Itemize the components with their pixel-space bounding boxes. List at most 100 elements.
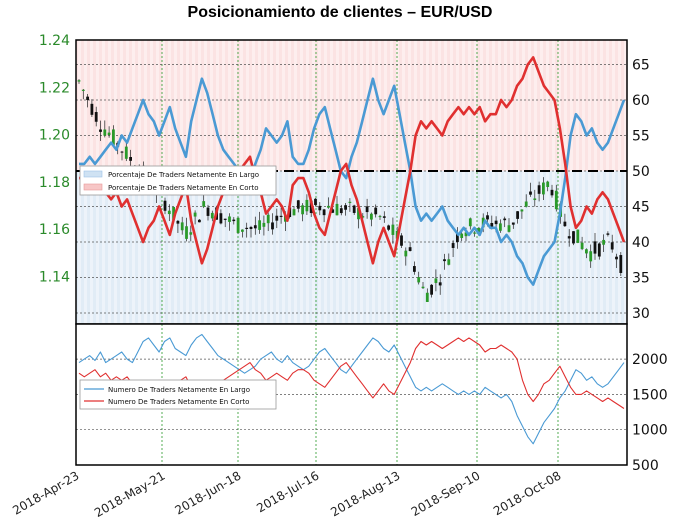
left-tick-label: 1.20 — [39, 128, 70, 144]
candle-body — [447, 259, 451, 265]
x-tick-label: 2018-Oct-08 — [491, 468, 563, 518]
candle-body — [275, 215, 279, 221]
candle-body — [163, 200, 167, 211]
left-tick-label: 1.22 — [39, 80, 70, 96]
candle-body — [374, 207, 378, 215]
candle-body — [378, 216, 382, 218]
candle-body — [219, 213, 223, 224]
candle-body — [339, 208, 343, 214]
candle-body — [86, 96, 89, 101]
right-tick-label-bottom: 1500 — [632, 387, 668, 403]
candle-body — [430, 284, 433, 295]
candle-body — [77, 80, 81, 82]
candle-body — [228, 216, 231, 222]
candle-body — [408, 247, 412, 251]
right-tick-label-bottom: 2000 — [632, 352, 668, 368]
candle-body — [249, 226, 253, 229]
candle-body — [524, 201, 528, 207]
candle-body — [572, 231, 575, 244]
candle-body — [120, 151, 124, 153]
right-tick-label: 55 — [632, 129, 650, 145]
candle-body — [90, 103, 94, 115]
candle-body — [503, 218, 507, 221]
x-tick-label: 2018-May-21 — [92, 468, 167, 520]
top-panel-short-zone — [76, 40, 627, 171]
right-tick-label: 30 — [632, 306, 650, 322]
candle-body — [94, 112, 98, 122]
candle-body — [391, 224, 395, 235]
right-axis-ticks-top: 65 60 55 50 45 40 35 30 — [632, 58, 650, 323]
candle-body — [322, 209, 326, 216]
right-axis-ticks-bottom: 2000 1500 1000 500 — [632, 352, 668, 474]
candle-body — [167, 210, 171, 215]
x-tick-label: 2018-Apr-23 — [10, 468, 81, 517]
candle-body — [486, 215, 489, 220]
candle-body — [417, 277, 421, 283]
x-tick-label: 2018-Jul-16 — [254, 468, 321, 515]
candle-body — [589, 251, 593, 262]
candle-body — [266, 214, 270, 224]
candle-body — [615, 256, 618, 260]
x-tick-label: 2018-Jun-18 — [173, 468, 244, 517]
candle-body — [434, 278, 438, 283]
candle-body — [198, 219, 201, 223]
candle-body — [421, 286, 425, 289]
candle-body — [185, 226, 188, 239]
candle-body — [301, 205, 304, 215]
candle-body — [193, 212, 197, 217]
bottom-legend: Numero De Traders Netamente En Largo Num… — [79, 379, 277, 410]
right-tick-label: 35 — [632, 271, 650, 287]
candle-body — [129, 157, 132, 161]
candle-body — [206, 207, 210, 216]
candle-body — [554, 190, 558, 210]
right-tick-label: 50 — [632, 164, 650, 180]
candle-body — [292, 209, 296, 216]
x-tick-label: 2018-Sep-10 — [409, 468, 483, 519]
candle-body — [490, 222, 494, 228]
series-line-0 — [79, 77, 626, 286]
candle-body — [176, 220, 180, 224]
left-tick-label: 1.18 — [39, 175, 70, 191]
candle-body — [593, 241, 597, 254]
candle-body — [464, 232, 468, 237]
candle-body — [546, 181, 550, 188]
candle-body — [271, 222, 274, 230]
candle-body — [314, 198, 317, 205]
candle-body — [202, 201, 206, 207]
candle-body — [456, 233, 459, 243]
candle-body — [563, 221, 567, 227]
candle-body — [112, 129, 115, 145]
candle-body — [443, 259, 446, 262]
candle-body — [262, 222, 266, 227]
candle-body — [533, 198, 537, 201]
candle-body — [189, 232, 193, 235]
candle-body — [494, 220, 498, 225]
candle-body — [253, 225, 257, 229]
candle-body — [236, 217, 240, 234]
candle-body — [413, 266, 416, 272]
right-tick-label-bottom: 1000 — [632, 423, 668, 439]
candle-body — [382, 216, 386, 218]
legend-label-short-pct: Porcentaje De Traders Netamente En Corto — [108, 184, 259, 192]
candle-body — [585, 249, 588, 254]
candle-body — [507, 225, 511, 232]
right-tick-label: 45 — [632, 200, 650, 216]
candle-body — [425, 292, 429, 302]
candle-body — [357, 208, 360, 220]
candle-body — [438, 282, 442, 286]
candle-body — [400, 235, 403, 246]
candle-body — [499, 223, 502, 231]
candle-body — [344, 205, 347, 210]
candle-body — [245, 227, 249, 230]
right-tick-label: 65 — [632, 58, 650, 74]
candle-body — [99, 129, 102, 132]
candle-body — [361, 216, 365, 218]
candle-body — [172, 206, 175, 221]
legend-label-short-count: Numero De Traders Netamente En Corto — [108, 398, 249, 406]
candle-body — [296, 200, 300, 209]
legend-label-long-pct: Porcentaje De Traders Netamente En Largo — [108, 171, 259, 179]
top-legend: Porcentaje De Traders Netamente En Largo… — [79, 165, 277, 196]
candle-body — [451, 243, 455, 248]
right-tick-label-bottom: 500 — [632, 458, 659, 474]
candle-body — [529, 191, 532, 195]
